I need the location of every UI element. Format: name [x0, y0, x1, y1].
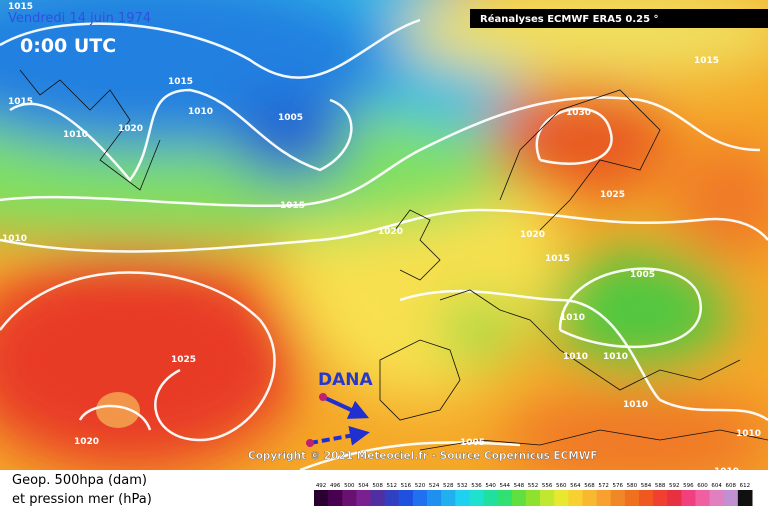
- colorbar-label: 552: [528, 483, 539, 489]
- colorbar-label: 504: [358, 483, 369, 489]
- isobar-label: 1010: [563, 352, 588, 362]
- colorbar-cell: [568, 490, 583, 506]
- colorbar-label: 612: [740, 483, 751, 489]
- colorbar-cell: [427, 490, 442, 506]
- source-box: [470, 9, 768, 28]
- colorbar-label: 500: [344, 483, 355, 489]
- isobar-label: 1020: [118, 124, 143, 134]
- colorbar-label: 532: [457, 483, 468, 489]
- source: Réanalyses ECMWF ERA5 0.25 °: [480, 13, 659, 25]
- colorbar-cell: [497, 490, 513, 506]
- colorbar-cell: [398, 490, 414, 506]
- colorbar-cell: [483, 490, 499, 506]
- isobar-label: 1015: [545, 254, 570, 264]
- colorbar-label: 572: [598, 483, 609, 489]
- colorbar-label: 528: [443, 483, 454, 489]
- colorbar-cell: [342, 490, 357, 506]
- colorbar-label: 584: [641, 483, 652, 489]
- colorbar-label: 596: [683, 483, 694, 489]
- colorbar-cell: [441, 490, 456, 506]
- colorbar-cell: [384, 490, 400, 506]
- colorbar-cell: [624, 490, 640, 506]
- colorbar-cell: [455, 490, 470, 506]
- colorbar-label: 516: [401, 483, 412, 489]
- colorbar-cell: [314, 490, 329, 506]
- colorbar-cell: [328, 490, 343, 506]
- isobar-label: 1010: [188, 107, 213, 117]
- colorbar-label: 608: [726, 483, 737, 489]
- isobar-label: 1005: [630, 270, 655, 280]
- legend-line: Geop. 500hpa (dam): [12, 473, 147, 488]
- colorbar-label: 540: [485, 483, 496, 489]
- isobar-label: 1015: [8, 97, 33, 107]
- colorbar-cell: [653, 490, 668, 506]
- legend-line: et pression mer (hPa): [12, 492, 152, 507]
- colorbar-cell: [511, 490, 527, 506]
- colorbar-label: 564: [570, 483, 581, 489]
- isobar-label: 1030: [566, 108, 591, 118]
- colorbar-cell: [525, 490, 541, 506]
- colorbar-label: 588: [655, 483, 666, 489]
- colorbar-label: 492: [316, 483, 327, 489]
- colorbar-cell: [540, 490, 555, 506]
- time: 0:00 UTC: [20, 35, 116, 57]
- field: 1015 1015 1015 1010 1020 1005 1010 1015 1010 1020…: [0, 0, 768, 477]
- colorbar-label: 544: [499, 483, 510, 489]
- annotation: DANA: [318, 370, 373, 390]
- colorbar-cell: [582, 490, 598, 506]
- colorbar-label: 568: [584, 483, 595, 489]
- colorbar-label: 560: [556, 483, 567, 489]
- colorbar-label: 524: [429, 483, 440, 489]
- colorbar-cell: [412, 490, 428, 506]
- colorbar-cell: [681, 490, 696, 506]
- colorbar-label: 592: [669, 483, 680, 489]
- isobar-label: 1015: [694, 56, 719, 66]
- colorbar-cell: [610, 490, 626, 506]
- isobar-label: 1015: [280, 201, 305, 211]
- isobar-label: 1010: [63, 130, 88, 140]
- colorbar-label: 508: [372, 483, 383, 489]
- colorbar-label: 512: [386, 483, 397, 489]
- colorbar-cell: [356, 490, 372, 506]
- colorbar-label: 580: [627, 483, 638, 489]
- colorbar-label: 556: [542, 483, 553, 489]
- isobar-label: 1020: [378, 227, 403, 237]
- isobar-label: 1010: [714, 467, 739, 477]
- isobar-label: 1025: [171, 355, 196, 365]
- colorbar-label: 536: [471, 483, 482, 489]
- colorbar-cell: [370, 490, 386, 506]
- isobar-label: 1010: [603, 352, 628, 362]
- colorbar-cell: [737, 490, 753, 506]
- colorbar-cell: [469, 490, 485, 506]
- colorbar-label: 600: [697, 483, 708, 489]
- colorbar-cell: [596, 490, 612, 506]
- colorbar-label: 604: [711, 483, 722, 489]
- isobar-label: 1010: [736, 429, 761, 439]
- isobar-label: 1015: [8, 2, 33, 12]
- colorbar-cell: [554, 490, 569, 506]
- colorbar-cell: [723, 490, 739, 506]
- isobar-label: 1025: [600, 190, 625, 200]
- isobar-label: 1020: [520, 230, 545, 240]
- colorbar-label: 576: [613, 483, 624, 489]
- colorbar-cell: [667, 490, 682, 506]
- colorbar-cell: [638, 490, 654, 506]
- isobar-label: 1010: [2, 234, 27, 244]
- isobar-label: 1005: [460, 438, 485, 448]
- colorbar-cell: [709, 490, 725, 506]
- copyright: Copyright © 2021 Meteociel.fr - Source C…: [248, 450, 598, 462]
- colorbar-label: 520: [415, 483, 426, 489]
- date: Vendredi 14 juin 1974: [8, 11, 151, 26]
- isobar-label: 1020: [74, 437, 99, 447]
- isobar-label: 1015: [168, 77, 193, 87]
- colorbar-label: 496: [330, 483, 341, 489]
- colorbar-label: 548: [514, 483, 525, 489]
- isobar-label: 1005: [278, 113, 303, 123]
- isobar-label: 1010: [560, 313, 585, 323]
- colorbar-cell: [695, 490, 711, 506]
- isobar-label: 1010: [623, 400, 648, 410]
